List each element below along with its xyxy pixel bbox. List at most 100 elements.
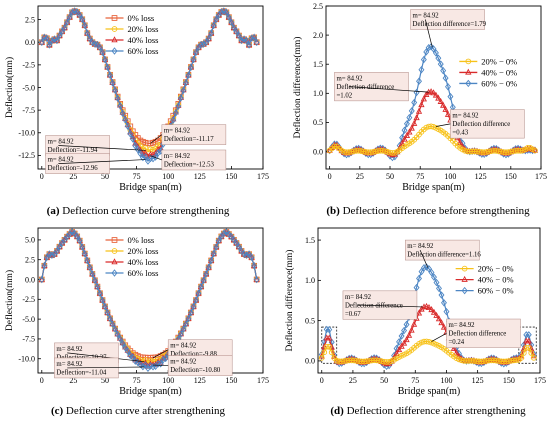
annotation-text: =0.67 (345, 311, 361, 318)
data-point-40 (86, 263, 93, 270)
legend-label: 60% loss (128, 268, 159, 278)
data-point-60 (119, 109, 126, 117)
data-point-20 (428, 339, 435, 346)
data-point-60 (418, 267, 425, 276)
data-point-60 (99, 296, 106, 304)
data-point-60 (180, 325, 187, 333)
annotation-leader (67, 366, 145, 369)
annotation-text: m= 84.92 (407, 243, 434, 250)
y-axis-label: Deflection difference(mm) (292, 37, 303, 139)
data-point-20 (517, 147, 524, 154)
data-point-60 (225, 13, 232, 21)
y-tick-label: 1.5 (313, 60, 323, 69)
data-point-60 (205, 263, 212, 272)
data-point-60 (124, 122, 131, 130)
data-point-60 (406, 113, 413, 122)
data-point-60 (203, 38, 210, 46)
data-point-60 (401, 126, 408, 135)
data-point-40 (430, 308, 438, 315)
panel-a: 0 25 50 75 100 125 150 175 -12.5 -10.0 -7.5 -5.0 -2.… (4, 5, 269, 217)
x-tick-label: 175 (535, 172, 547, 181)
x-axis-label: Bridge span(m) (402, 182, 465, 193)
data-point-40 (418, 101, 425, 108)
data-point-60 (246, 41, 253, 49)
x-tick-label: 50 (380, 376, 388, 385)
data-point-60 (96, 43, 103, 52)
y-tick-label: -12.5 (18, 151, 35, 160)
legend-label: 20% − 0% (478, 264, 514, 274)
data-point-60 (109, 320, 116, 328)
y-tick-label: -2.5 (22, 61, 35, 70)
y-tick-label: 1.5 (305, 236, 315, 245)
x-axis-label: Bridge span(m) (398, 386, 461, 397)
y-tick-label: -7.5 (22, 106, 35, 115)
legend-marker-60 (465, 79, 472, 88)
legend-label: 60% loss (128, 46, 159, 56)
data-point-60 (200, 276, 207, 285)
data-point-60 (208, 256, 215, 265)
data-point-60 (445, 82, 451, 91)
legend-marker-20 (111, 248, 118, 254)
data-point-60 (433, 278, 440, 287)
data-point-40 (205, 34, 212, 41)
caption-text: Deflection curve before strengthening (60, 205, 230, 217)
data-point-60 (230, 24, 237, 32)
data-point-40 (53, 247, 61, 254)
data-point-60 (447, 92, 454, 101)
annotation-leader (419, 249, 429, 268)
legend-label: 60% − 0% (478, 286, 514, 296)
data-point-40 (177, 330, 184, 337)
annotation-box (446, 318, 521, 348)
data-point-60 (185, 71, 192, 79)
legend-marker-0 (111, 237, 118, 243)
data-point-60 (253, 275, 260, 284)
legend: 20% − 0%40% − 0%60% − 0% (455, 264, 514, 296)
data-point-60 (79, 243, 86, 251)
x-tick-label: 175 (534, 376, 546, 385)
x-tick-label: 100 (162, 172, 174, 181)
data-point-60 (228, 18, 235, 27)
data-point-60 (220, 229, 227, 238)
data-point-40 (403, 131, 411, 138)
data-point-60 (172, 109, 179, 117)
x-tick-label: 100 (162, 376, 174, 385)
y-tick-label: 0.0 (25, 38, 35, 47)
panel-b: 0 25 50 75 100 125 150 175 0.0 0.5 1.0 1.5 2.0 2.5 Bri… (292, 2, 547, 217)
annotation-text: Deflection difference=1.16 (407, 252, 481, 259)
data-point-40 (86, 34, 93, 41)
data-point-60 (205, 34, 212, 43)
data-point-60 (150, 363, 157, 371)
data-point-40 (410, 320, 418, 327)
x-tick-label: 100 (444, 172, 456, 181)
series-group (38, 7, 260, 165)
data-point-40 (435, 315, 443, 322)
data-point-60 (223, 228, 230, 236)
data-point-40 (84, 29, 91, 36)
legend-label: 20% loss (128, 246, 159, 256)
data-point-40 (84, 256, 91, 263)
data-point-40 (435, 94, 442, 101)
data-point-40 (235, 242, 243, 250)
data-point-40 (444, 110, 452, 117)
data-point-40 (208, 256, 215, 263)
y-tick-label: -10.0 (18, 355, 35, 364)
annotation-leader (435, 123, 451, 127)
data-point-40 (428, 306, 435, 313)
y-tick-label: -5.0 (22, 315, 35, 324)
legend-marker-60 (461, 286, 468, 295)
data-point-60 (41, 262, 48, 270)
plot-frame (317, 227, 541, 374)
data-point-40 (94, 282, 101, 289)
annotation-text: m= 84.92 (56, 346, 83, 353)
data-point-40 (117, 334, 124, 341)
x-tick-label: 125 (475, 172, 487, 181)
data-point-60 (79, 15, 86, 24)
annotation: m= 84.92 Deflection difference=1.16 (405, 239, 481, 268)
data-point-60 (117, 334, 124, 343)
data-point-60 (104, 308, 111, 317)
caption-letter: (d) (330, 405, 344, 417)
data-point-40 (405, 331, 413, 338)
legend-label: 20% loss (128, 24, 159, 34)
